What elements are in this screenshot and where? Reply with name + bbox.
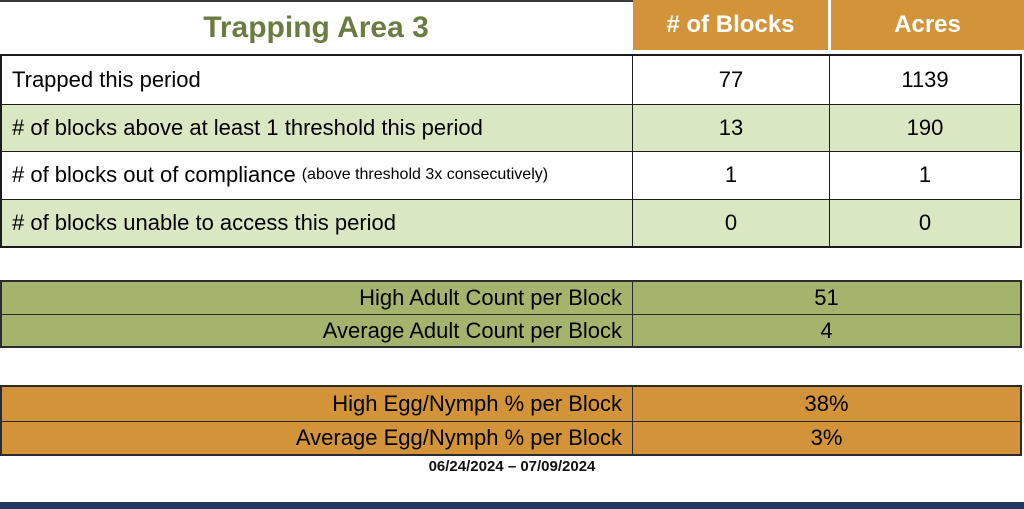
adult-count-table: High Adult Count per Block 51 Average Ad…: [0, 280, 1022, 348]
row-value: 38%: [632, 387, 1020, 421]
row-label: Average Egg/Nymph % per Block: [295, 424, 622, 450]
table-row: Average Egg/Nymph % per Block 3%: [2, 420, 1020, 454]
column-header-blocks: # of Blocks: [633, 0, 828, 50]
row-value: 3%: [632, 421, 1020, 454]
table-row: High Adult Count per Block 51: [2, 282, 1020, 314]
report-date-range: 06/24/2024 – 07/09/2024: [428, 458, 596, 475]
acres-value: 0: [829, 199, 1020, 246]
bottom-accent-bar: [0, 502, 1024, 509]
row-label: # of blocks out of compliance (above thr…: [2, 152, 632, 199]
main-table: Trapped this period 77 1139 # of blocks …: [0, 54, 1022, 248]
blocks-value: 77: [632, 56, 829, 104]
row-label: # of blocks unable to access this period: [2, 200, 632, 247]
table-row: # of blocks unable to access this period…: [2, 198, 1020, 247]
acres-value: 1139: [829, 56, 1020, 104]
row-label: # of blocks above at least 1 threshold t…: [2, 105, 632, 152]
table-row: # of blocks out of compliance (above thr…: [2, 151, 1020, 199]
page-title: Trapping Area 3: [203, 11, 429, 44]
row-label-note: (above threshold 3x consecutively): [301, 166, 549, 184]
row-label-text: # of blocks out of compliance: [12, 162, 296, 188]
acres-value: 190: [829, 104, 1020, 151]
row-label: Trapped this period: [2, 56, 632, 104]
top-edge-rule: [0, 0, 633, 2]
row-label: Average Adult Count per Block: [322, 317, 622, 343]
row-label: High Egg/Nymph % per Block: [332, 390, 622, 416]
row-value: 4: [632, 315, 1020, 346]
acres-value: 1: [829, 152, 1020, 199]
row-value: 51: [632, 282, 1020, 314]
blocks-value: 0: [632, 199, 829, 246]
egg-nymph-table: High Egg/Nymph % per Block 38% Average E…: [0, 385, 1022, 456]
table-row: Average Adult Count per Block 4: [2, 314, 1020, 346]
row-label: High Adult Count per Block: [359, 285, 622, 310]
blocks-value: 1: [632, 152, 829, 199]
column-header-acres: Acres: [831, 0, 1024, 50]
row-label-text: # of blocks above at least 1 threshold t…: [12, 114, 483, 140]
row-label-text: Trapped this period: [12, 66, 201, 92]
table-row: Trapped this period 77 1139: [2, 56, 1020, 104]
row-label-text: # of blocks unable to access this period: [12, 209, 397, 235]
blocks-value: 13: [632, 104, 829, 151]
table-row: # of blocks above at least 1 threshold t…: [2, 103, 1020, 152]
table-row: High Egg/Nymph % per Block 38%: [2, 387, 1020, 421]
